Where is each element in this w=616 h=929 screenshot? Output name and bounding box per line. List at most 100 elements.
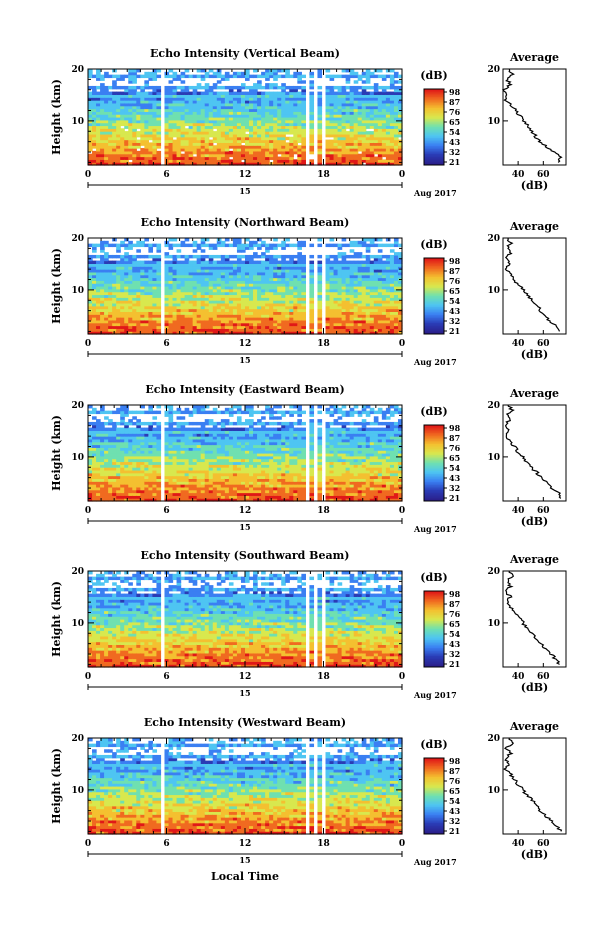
heatmap-cell — [104, 128, 109, 132]
heatmap-cell — [180, 322, 186, 327]
heatmap-cell — [257, 317, 262, 321]
heatmap-cell — [176, 243, 182, 248]
heatmap-cell — [120, 260, 125, 265]
heatmap-cell — [381, 297, 387, 301]
heatmap-cell — [357, 263, 363, 267]
heatmap-cell — [381, 325, 387, 329]
heatmap-cell — [208, 322, 214, 327]
heatmap-cell — [257, 305, 262, 310]
heatmap-cell — [180, 288, 186, 293]
heatmap-cell — [164, 111, 170, 115]
heatmap-cell — [333, 269, 339, 273]
heatmap-cell — [168, 69, 174, 73]
heatmap-cell — [108, 162, 113, 166]
heatmap-cell — [196, 85, 202, 90]
heatmap-cell — [253, 133, 258, 138]
heatmap-cell — [108, 453, 113, 457]
heatmap-cell — [220, 114, 226, 118]
heatmap-cell — [120, 100, 125, 104]
heatmap-cell — [216, 302, 222, 307]
heatmap-cell — [156, 286, 162, 290]
heatmap-cell — [100, 77, 105, 81]
heatmap-cell — [337, 91, 343, 96]
heatmap-cell — [393, 71, 399, 76]
heatmap-cell — [196, 159, 202, 163]
heatmap-cell — [381, 136, 387, 141]
heatmap-cell — [144, 317, 149, 321]
heatmap-cell — [176, 108, 182, 112]
heatmap-cell — [200, 274, 206, 279]
heatmap-cell — [148, 271, 154, 276]
heatmap-cell — [168, 254, 174, 259]
heatmap-cell — [381, 260, 387, 265]
heatmap-cell — [345, 314, 351, 318]
heatmap-cell — [168, 317, 174, 321]
heatmap-cell — [385, 159, 391, 163]
heatmap-cell — [277, 133, 282, 138]
heatmap-cell — [92, 88, 97, 93]
heatmap-cell — [92, 277, 97, 281]
heatmap-cell — [152, 148, 158, 152]
heatmap-cell — [168, 114, 174, 118]
heatmap-cell — [365, 314, 371, 318]
heatmap-cell — [345, 133, 351, 138]
heatmap-cell — [333, 136, 339, 141]
heatmap-cell — [240, 122, 246, 127]
heatmap-cell — [128, 274, 133, 279]
heatmap-cell — [108, 430, 113, 434]
heatmap-cell — [393, 150, 399, 155]
heatmap-cell — [108, 475, 113, 480]
colorbar-cell — [424, 120, 444, 123]
heatmap-cell — [124, 260, 129, 265]
heatmap-cell — [257, 100, 262, 104]
heatmap-cell — [108, 254, 113, 259]
heatmap-cell — [208, 257, 214, 262]
heatmap-cell — [172, 77, 178, 81]
heatmap-cell — [369, 105, 375, 110]
heatmap-cell — [385, 114, 391, 118]
heatmap-cell — [96, 77, 101, 81]
heatmap-cell — [317, 291, 323, 296]
heatmap-cell — [273, 328, 278, 332]
heatmap-cell — [200, 322, 206, 327]
heatmap-cell — [208, 148, 214, 152]
colorbar-cell — [424, 142, 444, 145]
heatmap-cell — [224, 280, 230, 284]
heatmap-cell — [381, 108, 387, 112]
heatmap-cell — [88, 291, 93, 296]
heatmap-cell — [361, 148, 367, 152]
heatmap-cell — [152, 71, 158, 76]
heatmap-cell — [152, 243, 158, 248]
heatmap-cell — [261, 322, 266, 327]
heatmap-cell — [128, 308, 133, 313]
heatmap-cell — [188, 133, 194, 138]
heatmap-cell — [132, 269, 137, 273]
colorbar-cell — [424, 146, 444, 149]
heatmap-cell — [224, 277, 230, 281]
heatmap-cell — [120, 305, 125, 310]
heatmap-cell — [373, 263, 379, 267]
heatmap-cell — [100, 254, 105, 259]
heatmap-cell — [116, 314, 121, 318]
heatmap-cell — [341, 105, 347, 110]
heatmap-cell — [361, 254, 367, 259]
heatmap-cell — [152, 139, 158, 144]
heatmap-cell — [377, 114, 383, 118]
heatmap-cell — [100, 297, 105, 301]
x-tick-label: 0 — [399, 339, 405, 349]
heatmap-cell — [361, 159, 367, 163]
heatmap-cell — [253, 114, 258, 118]
heatmap-cell — [257, 85, 262, 90]
heatmap-cell — [349, 271, 355, 276]
heatmap-cell — [172, 139, 178, 144]
heatmap-cell — [104, 297, 109, 301]
colorbar-tick-label: 76 — [449, 276, 461, 286]
heatmap-cell — [104, 317, 109, 321]
heatmap-cell — [112, 271, 117, 276]
heatmap-cell — [140, 111, 145, 115]
heatmap-cell — [96, 430, 101, 434]
colorbar-cell — [424, 308, 444, 311]
heatmap-cell — [140, 274, 145, 279]
heatmap-cell — [92, 145, 97, 149]
heatmap-cell — [136, 302, 141, 307]
